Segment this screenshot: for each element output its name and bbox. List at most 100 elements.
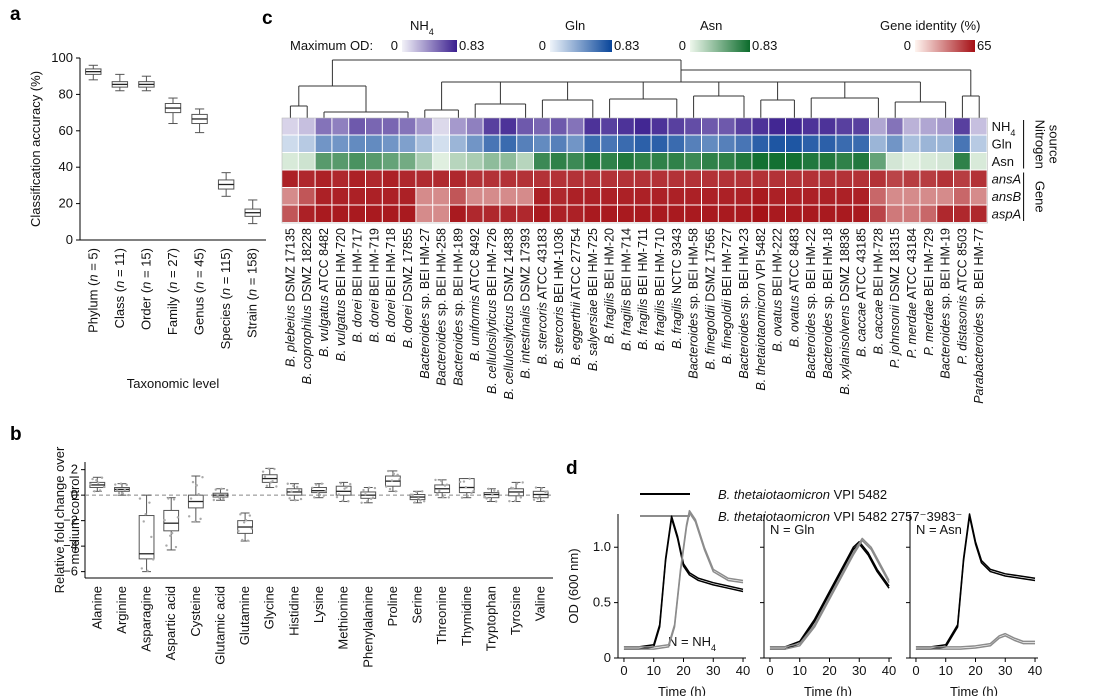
box-point bbox=[144, 513, 147, 516]
box-point bbox=[519, 496, 523, 499]
heatmap-cell bbox=[466, 170, 483, 187]
heatmap-row-label: NH4 bbox=[992, 119, 1016, 138]
box-point bbox=[494, 500, 498, 503]
heatmap-cell bbox=[315, 170, 332, 187]
box-point bbox=[483, 495, 486, 499]
tspan: B. intestinalis bbox=[519, 305, 533, 379]
heatmap-cell bbox=[382, 153, 399, 170]
tspan: Family ( bbox=[165, 288, 180, 335]
heatmap-cell bbox=[954, 188, 970, 205]
heatmap-row-label: ansA bbox=[992, 171, 1022, 186]
strain-label: B. vulgatus BEI HM-720 bbox=[334, 228, 348, 361]
subplot-annotation: N = Gln bbox=[770, 522, 814, 537]
tspan: BEI HM-222 bbox=[771, 228, 785, 300]
tspan: VPI 5482 2757⁻3983⁻ bbox=[830, 509, 962, 524]
box-point bbox=[102, 485, 106, 489]
tspan: Bacteroides bbox=[939, 313, 953, 379]
tspan: n bbox=[85, 274, 100, 281]
strain-label: B. ovatus BEI HM-222 bbox=[771, 228, 785, 352]
box-iqr bbox=[138, 515, 155, 560]
heatmap-cell bbox=[550, 188, 567, 205]
heatmap-cell bbox=[366, 170, 382, 187]
box-point bbox=[411, 493, 414, 496]
tspan: BEI HM-726 bbox=[485, 228, 499, 300]
tspan: P. distasonis bbox=[955, 295, 969, 364]
heatmap-cell bbox=[836, 118, 853, 135]
box-point bbox=[269, 481, 272, 484]
box-point bbox=[165, 544, 168, 547]
heatmap-cell bbox=[819, 153, 836, 170]
series-line bbox=[769, 537, 890, 648]
y-tick-label: 0 bbox=[66, 232, 73, 247]
heatmap-cell bbox=[433, 170, 449, 187]
heatmap-cell bbox=[954, 170, 970, 187]
heatmap-cell bbox=[870, 170, 886, 187]
heatmap-cell bbox=[634, 170, 651, 187]
heatmap-cell bbox=[836, 153, 853, 170]
heatmap-cell bbox=[500, 153, 517, 170]
heatmap-cell bbox=[282, 153, 298, 170]
heatmap-cell bbox=[433, 118, 449, 135]
tspan: ATCC 43185 bbox=[855, 228, 869, 302]
box-point bbox=[462, 480, 466, 483]
heatmap-cell bbox=[366, 153, 382, 170]
heatmap-cell bbox=[332, 170, 349, 187]
box-point bbox=[201, 475, 204, 479]
box-point bbox=[390, 479, 394, 482]
tspan: P. merdae bbox=[905, 302, 919, 358]
box-point bbox=[512, 487, 515, 490]
panel-b-box-chart: −6 −4 −2 0 2 Alanine Arginine Asparagine Asparti… bbox=[52, 446, 553, 668]
tspan: B. ovatus bbox=[787, 295, 801, 347]
series-line bbox=[915, 635, 1036, 650]
box-point bbox=[242, 521, 246, 524]
x-tick-label: 30 bbox=[706, 663, 720, 678]
strain-label: B. fragilis BEI HM-711 bbox=[636, 228, 650, 350]
box-point bbox=[489, 498, 492, 502]
box-point bbox=[199, 517, 202, 521]
heatmap-cell bbox=[702, 170, 718, 187]
strain-label: B. fragilis BEI HM-20 bbox=[603, 228, 617, 344]
x-category-label: Tryptophan bbox=[483, 586, 498, 651]
strain-label: B. xylanisolvens DSMZ 18836 bbox=[838, 228, 852, 395]
heatmap-cell bbox=[483, 205, 500, 222]
tspan: n bbox=[138, 282, 153, 289]
tspan: sp. BEI HM-189 bbox=[451, 228, 465, 320]
strain-label: P. merdae BEI HM-729 bbox=[922, 228, 936, 356]
heatmap-cell bbox=[668, 205, 685, 222]
series-line bbox=[769, 540, 890, 648]
box-point bbox=[152, 558, 155, 561]
box-point bbox=[237, 529, 240, 533]
y-tick-label: −6 bbox=[63, 564, 78, 579]
box-point bbox=[386, 469, 390, 473]
heatmap-cell bbox=[651, 205, 668, 222]
box-point bbox=[468, 477, 471, 480]
box-point bbox=[197, 493, 200, 496]
box-point bbox=[517, 492, 521, 496]
tspan: B. fragilis bbox=[636, 299, 650, 350]
box-point bbox=[265, 484, 269, 488]
heatmap-cell bbox=[282, 170, 298, 187]
tspan: VPI 5482 bbox=[830, 487, 887, 502]
heatmap-cell bbox=[567, 170, 584, 187]
heatmap-cell bbox=[584, 188, 601, 205]
heatmap-cell bbox=[853, 118, 869, 135]
box-point bbox=[347, 500, 350, 503]
legend-label: B. thetaiotaomicron VPI 5482 2757⁻3983⁻ bbox=[718, 509, 962, 524]
heatmap-cell bbox=[315, 205, 332, 222]
box-point bbox=[364, 493, 367, 496]
heatmap-cell bbox=[567, 153, 584, 170]
box-point bbox=[288, 497, 291, 500]
legend-min-label: 0 bbox=[679, 38, 686, 53]
box-point bbox=[373, 486, 377, 490]
tspan: n bbox=[245, 289, 260, 296]
tspan: BEI HM-20 bbox=[603, 228, 617, 293]
heatmap-cell bbox=[718, 118, 735, 135]
heatmap-cell bbox=[786, 205, 802, 222]
heatmap-cell bbox=[870, 118, 886, 135]
heatmap-cell bbox=[702, 205, 718, 222]
heatmap-cell bbox=[416, 188, 433, 205]
heatmap-cell bbox=[802, 188, 819, 205]
heatmap-cell bbox=[433, 205, 449, 222]
heatmap-cell bbox=[500, 205, 517, 222]
tspan: DSMZ 17135 bbox=[283, 228, 297, 305]
